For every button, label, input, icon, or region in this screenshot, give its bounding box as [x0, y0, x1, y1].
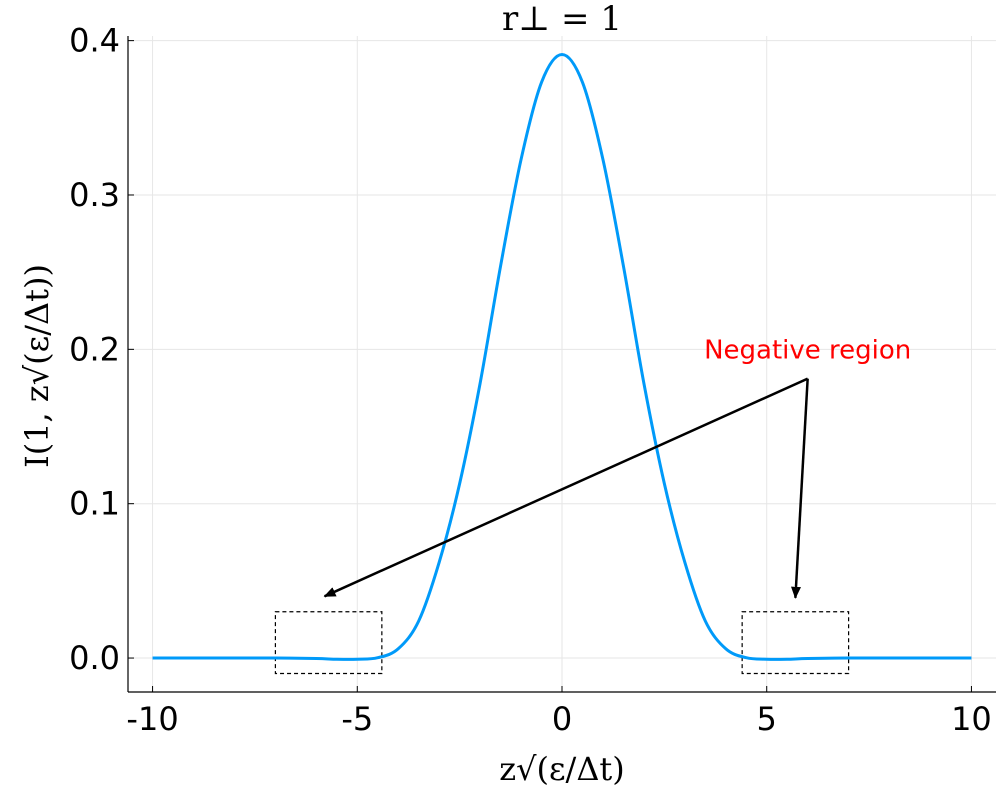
- highlight-box-1: [741, 611, 850, 675]
- highlight-box-0: [274, 611, 383, 675]
- annotation-label: Negative region: [704, 335, 911, 365]
- x-tick-label-0: -10: [126, 700, 178, 738]
- annotation-arrow-0: [323, 377, 809, 598]
- x-axis-label: z√(ε/Δt): [499, 750, 625, 788]
- series-layer: [152, 53, 972, 661]
- series-line-0: [152, 53, 972, 661]
- annotation: [323, 377, 809, 599]
- y-tick-label-2: 0.2: [69, 330, 120, 368]
- x-tick-label-3: 5: [757, 700, 777, 738]
- axes: -10 -5 0 5 10 0.0 0.1 0.2 0.3 0.4: [69, 22, 996, 738]
- y-tick-label-4: 0.4: [69, 22, 120, 60]
- annotation-arrow-1: [791, 378, 809, 599]
- y-axis-label: I(1, z√(ε/Δt)): [18, 264, 56, 468]
- x-tick-label-1: -5: [341, 700, 373, 738]
- y-tick-label-0: 0.0: [69, 639, 120, 677]
- y-tick-label-3: 0.3: [69, 176, 120, 214]
- x-tick-label-2: 0: [552, 700, 572, 738]
- y-tick-label-1: 0.1: [69, 485, 120, 523]
- x-tick-label-4: 10: [951, 700, 992, 738]
- chart-title: r⊥ = 1: [502, 0, 622, 39]
